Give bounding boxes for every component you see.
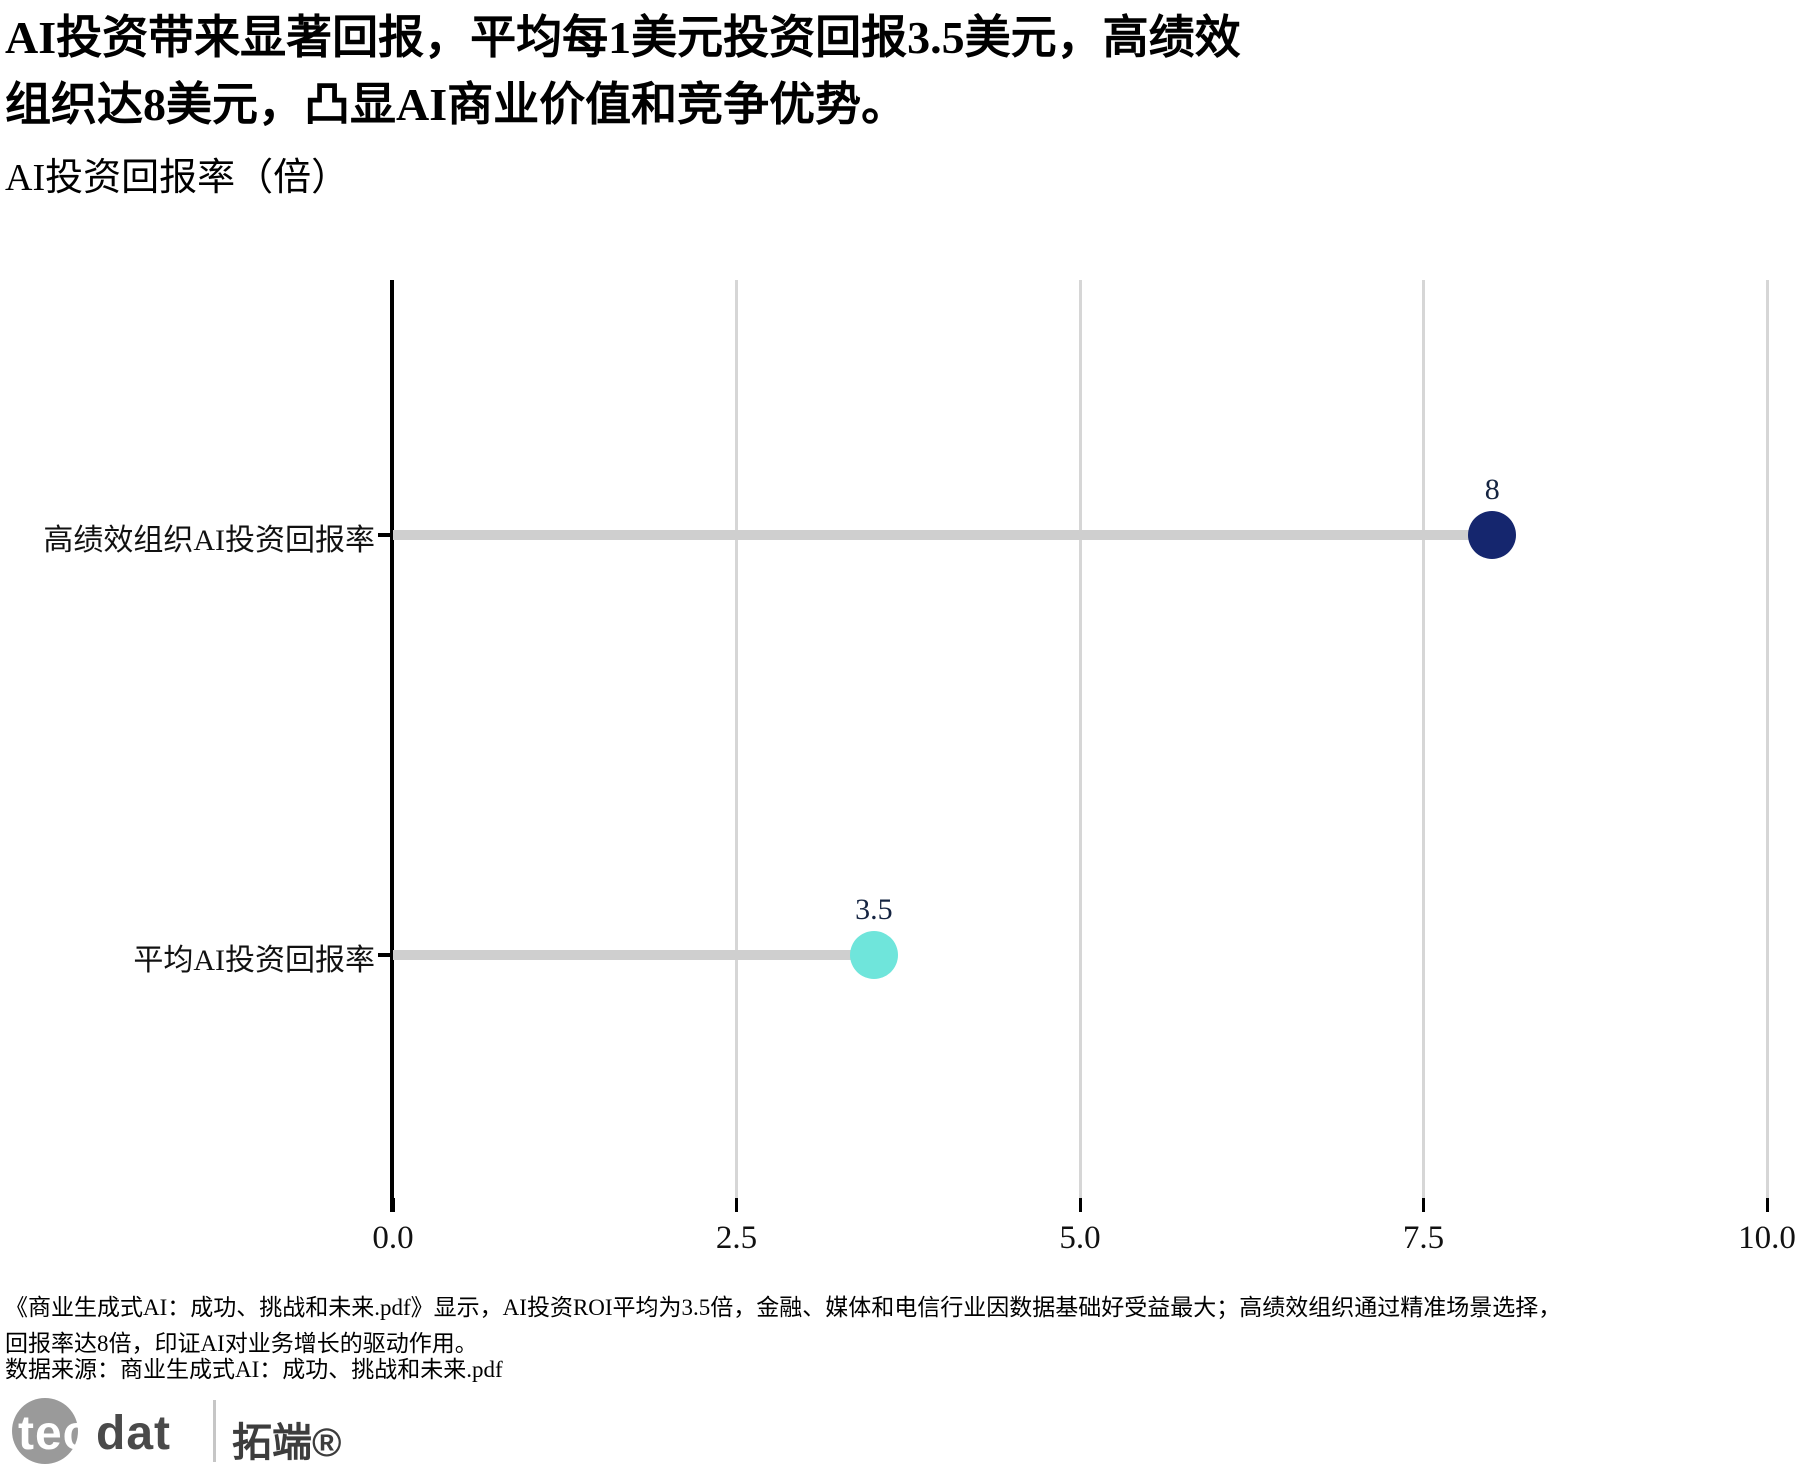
logo-text-tec: tec (18, 1407, 91, 1460)
x-tick-label: 10.0 (1738, 1220, 1796, 1256)
lollipop-stem (393, 530, 1493, 540)
logo-text-dat: dat (96, 1407, 171, 1460)
logo-divider (213, 1400, 216, 1462)
category-label: 平均AI投资回报率 (133, 944, 375, 977)
category-label: 高绩效组织AI投资回报率 (43, 524, 375, 557)
lollipop-dot (1468, 511, 1517, 559)
x-tick-label: 7.5 (1402, 1220, 1445, 1256)
gridline (1765, 280, 1769, 1206)
footnote-line-2: 回报率达8倍，印证AI对业务增长的驱动作用。 (5, 1331, 478, 1356)
x-axis-tick (1422, 1198, 1425, 1212)
data-source: 数据来源：商业生成式AI：成功、挑战和未来.pdf (5, 1357, 503, 1382)
headline-line-1: AI投资带来显著回报，平均每1美元投资回报3.5美元，高绩效 (5, 12, 1241, 63)
gridline (1078, 280, 1082, 1206)
gridline (735, 280, 738, 1206)
chart-axis-title: AI投资回报率（倍） (5, 157, 350, 199)
logo-circle-icon (12, 1398, 78, 1464)
footnote: 《商业生成式AI：成功、挑战和未来.pdf》显示，AI投资ROI平均为3.5倍，… (5, 1290, 1805, 1362)
chart-headline: AI投资带来显著回报，平均每1美元投资回报3.5美元，高绩效 组织达8美元，凸显… (5, 4, 1241, 138)
x-axis-tick (1765, 1198, 1769, 1212)
headline-line-2: 组织达8美元，凸显AI商业价值和竞争优势。 (5, 79, 908, 130)
x-axis-tick (1078, 1198, 1082, 1212)
lollipop-dot (849, 931, 898, 979)
x-tick-label: 2.5 (715, 1220, 758, 1256)
logo-text-cn: 拓端® (232, 1421, 342, 1465)
lollipop-stem (393, 950, 874, 960)
y-axis-spine (390, 280, 394, 1212)
y-axis-tick (378, 953, 393, 957)
x-tick-label: 0.0 (372, 1220, 414, 1256)
x-axis-tick (735, 1198, 738, 1212)
tecdat-logo: tec dat 拓端® (10, 1394, 430, 1470)
value-label: 8 (1484, 473, 1500, 506)
value-label: 3.5 (855, 893, 893, 926)
x-tick-label: 5.0 (1059, 1220, 1101, 1256)
gridline (1422, 280, 1425, 1206)
y-axis-tick (378, 533, 393, 537)
footnote-line-1: 《商业生成式AI：成功、挑战和未来.pdf》显示，AI投资ROI平均为3.5倍，… (5, 1295, 1562, 1320)
